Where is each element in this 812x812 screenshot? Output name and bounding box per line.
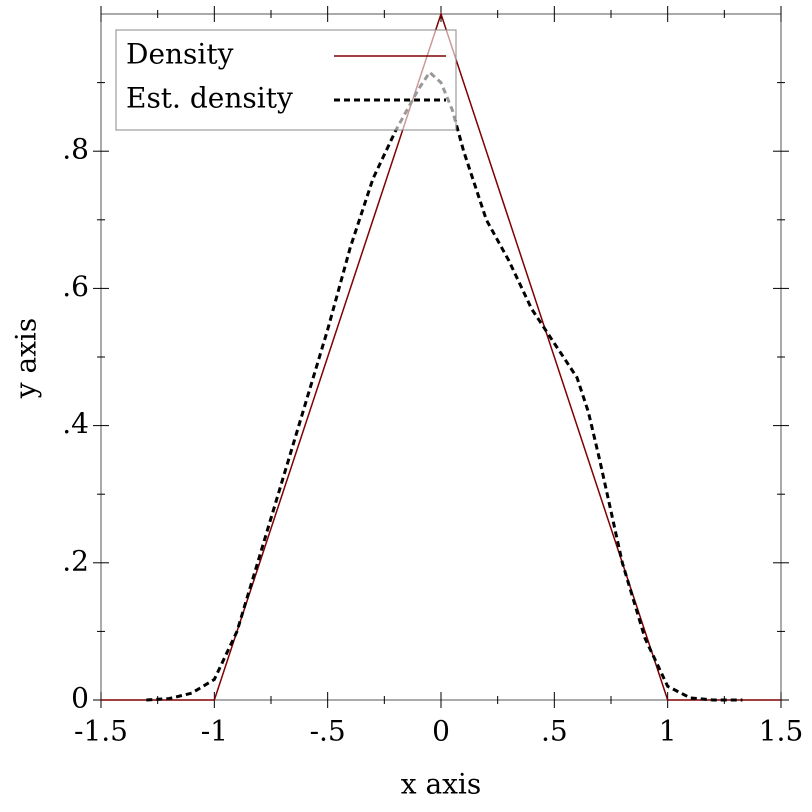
legend-label: Density xyxy=(126,38,234,71)
legend-label: Est. density xyxy=(126,82,293,115)
x-tick-label: .5 xyxy=(541,715,568,748)
x-tick-label: 1.5 xyxy=(759,715,804,748)
y-tick-label: 0 xyxy=(71,682,89,715)
x-tick-label: 1 xyxy=(659,715,677,748)
y-axis-label: y axis xyxy=(10,318,43,400)
x-axis-label: x axis xyxy=(401,768,482,801)
legend-box xyxy=(115,29,457,131)
x-tick-label: -.5 xyxy=(310,715,346,748)
y-tick-label: .2 xyxy=(62,544,89,577)
y-tick-label: .8 xyxy=(62,133,89,166)
x-tick-label: -1 xyxy=(201,715,228,748)
y-tick-label: .4 xyxy=(62,407,89,440)
y-tick-label: .6 xyxy=(62,270,89,303)
x-tick-label: -1.5 xyxy=(74,715,128,748)
legend: Density Est. density xyxy=(115,29,457,131)
data-line xyxy=(146,70,743,702)
x-tick-label: 0 xyxy=(432,715,450,748)
